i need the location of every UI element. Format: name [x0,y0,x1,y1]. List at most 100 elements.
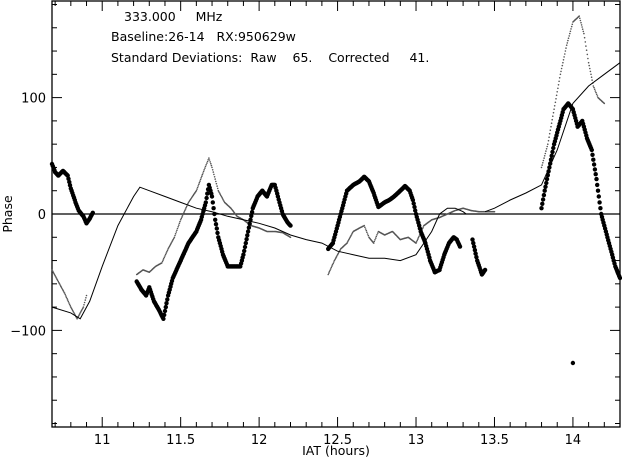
raw-point [216,187,219,190]
raw-point [209,161,211,163]
raw-point [580,21,582,24]
raw-point [564,50,567,52]
raw-point [590,76,593,78]
raw-point [566,42,569,44]
raw-point [200,177,202,179]
raw-point [328,270,331,273]
corrected-point [204,195,209,201]
corrected-point [593,172,598,177]
corrected-point [249,209,255,215]
corrected-point [594,176,599,182]
raw-value: 65. [292,50,313,65]
raw-point [204,165,207,168]
corrected-point [242,248,247,254]
raw-point [552,115,554,117]
raw-point [84,299,87,301]
raw-point [213,176,216,178]
tick-labels: 11 11.5 12 12.5 13 13.5 14 −100 0 100 [10,92,581,448]
corrected-point [411,201,416,206]
raw-point [199,178,202,181]
raw-point [219,193,221,195]
raw-point [53,273,56,276]
raw-point [366,233,369,235]
raw-point [178,224,180,226]
raw-point [589,70,592,73]
corrected-point [246,225,252,230]
raw-point [554,101,557,104]
raw-point [364,226,366,229]
raw-point [163,256,166,259]
raw-point [569,30,572,33]
raw-point [339,249,341,251]
raw-point [557,87,559,90]
raw-point [206,162,208,164]
raw-point [581,26,583,28]
raw-point [55,277,58,279]
corrected-point [543,184,548,189]
raw-point [418,235,420,238]
raw-point [211,166,213,169]
std-label: Standard Deviations: [111,50,243,65]
raw-point [173,236,176,239]
raw-point [550,122,553,124]
raw-point [66,299,69,301]
raw-point [553,105,556,107]
raw-point [585,49,588,51]
raw-point [78,313,81,315]
raw-point [348,238,350,241]
corrected-point [595,182,600,188]
raw-point [595,93,598,96]
raw-point [223,200,225,202]
raw-point [178,222,181,225]
corrected-point [215,230,220,236]
raw-point [363,224,366,227]
raw-point [548,136,550,138]
x-tick-label: 14 [565,433,582,448]
std-line: Standard Deviations: Raw 65. Corrected 4… [111,51,429,65]
rx-label: RX: [216,29,238,44]
raw-point [177,226,179,228]
raw-point [547,143,549,145]
raw-point [59,284,61,286]
raw-point [289,236,292,239]
raw-point [374,237,377,239]
raw-point [175,231,178,233]
raw-point [176,227,179,230]
corrected-point [472,247,478,253]
corrected-point [471,244,477,249]
raw-point [562,61,564,64]
raw-point [210,164,213,167]
raw-point [221,196,223,199]
raw-point [202,170,205,173]
raw-point [201,175,203,177]
corrected-series [49,101,622,366]
corrected-point [617,275,622,281]
corrected-point [412,204,417,210]
raw-point [331,265,333,267]
frequency-unit: MHz [195,9,223,24]
raw-point [201,173,204,176]
corrected-point [551,145,556,151]
corrected-point [162,312,167,318]
x-tick-label: 12 [251,433,268,448]
raw-point [162,259,164,261]
raw-point [215,180,217,183]
raw-point [327,273,330,276]
raw-point [214,178,216,180]
corrected-point [470,237,475,242]
raw-point [334,258,336,261]
raw-point [584,41,587,43]
raw-point [184,209,186,212]
raw-point [82,306,85,308]
raw-point [78,314,80,317]
reference-line [51,186,467,320]
raw-point [585,45,587,47]
corrected-point [249,213,254,219]
raw-point [557,84,560,86]
raw-point [349,236,351,239]
raw-point [165,252,167,254]
raw-point [181,215,184,217]
raw-point [374,239,376,241]
raw-point [198,181,201,184]
raw-point [346,242,348,244]
